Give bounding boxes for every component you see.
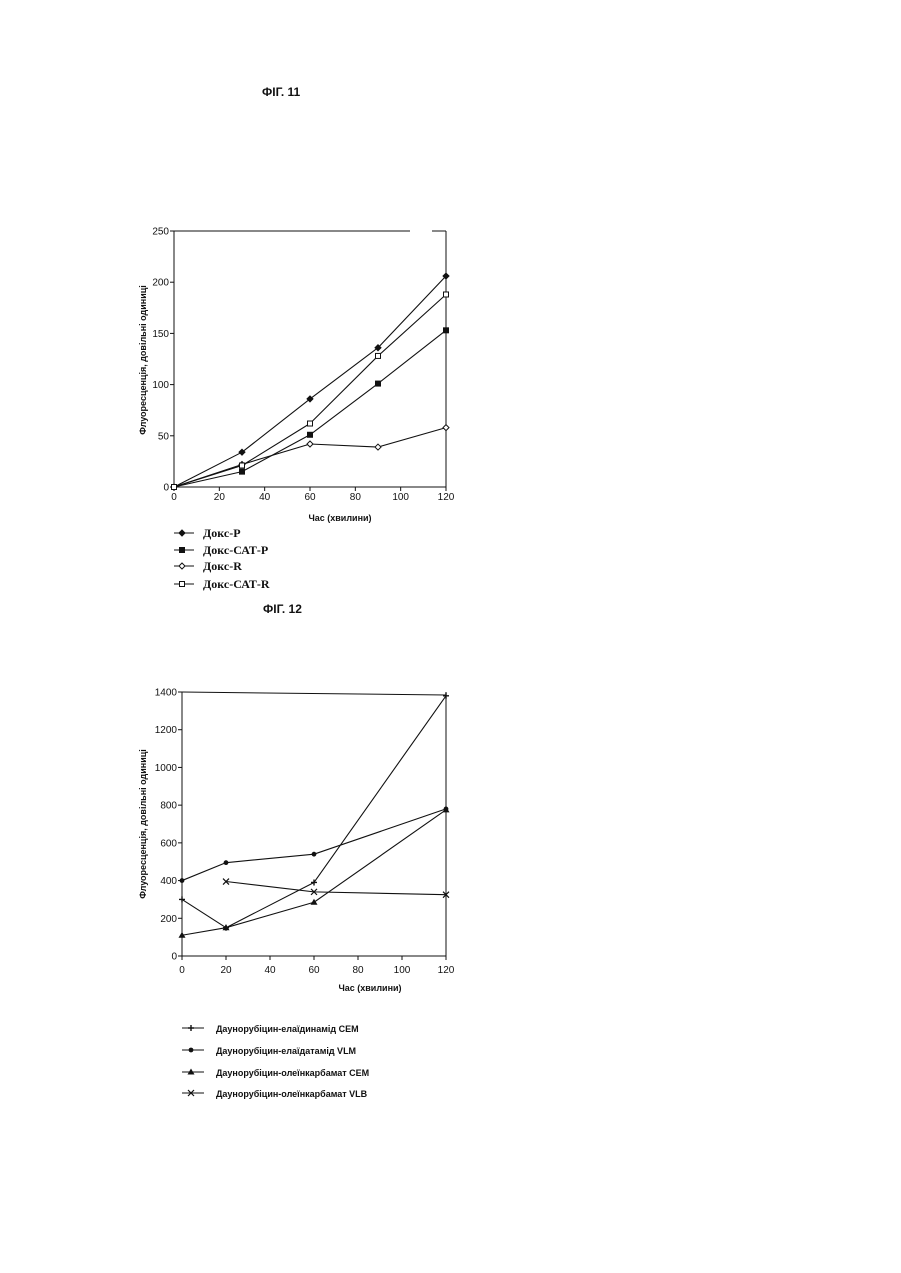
x-axis-title: Час (хвилини) (338, 983, 401, 993)
y-tick-label: 1400 (155, 688, 178, 699)
y-tick-label: 50 (158, 431, 170, 442)
legend-item: Даунорубіцин-олеїнкарбамат СЕМ (182, 1068, 369, 1078)
legend-marker (189, 1048, 194, 1053)
y-tick-label: 100 (152, 380, 169, 391)
data-point (375, 444, 381, 450)
data-point (240, 469, 245, 474)
series-line (182, 809, 446, 881)
legend-item: Докс-Р (174, 526, 241, 540)
legend-label: Докс-САТ-R (203, 577, 270, 591)
legend: Докс-Р Докс-САТ-Р Докс-R Докс-САТ-R (174, 526, 270, 591)
legend-item: Даунорубіцин-елаїдинамід СЕМ (182, 1024, 359, 1034)
x-tick-label: 120 (438, 492, 455, 503)
x-axis-title: Час (хвилини) (308, 513, 371, 523)
plot-frame-top (182, 692, 446, 695)
series-4 (172, 292, 449, 490)
data-point (307, 441, 313, 447)
legend-label: Даунорубіцин-олеїнкарбамат VLB (216, 1089, 368, 1099)
data-point (179, 896, 185, 902)
legend-item: Даунорубіцин-олеїнкарбамат VLB (182, 1089, 368, 1099)
data-point (240, 463, 245, 468)
data-point (444, 292, 449, 297)
x-tick-label: 80 (350, 492, 362, 503)
y-axis-title: Флуоресценція, довільні одиниці (138, 285, 148, 435)
legend-item: Докс-R (174, 559, 242, 573)
x-tick-label: 100 (394, 965, 411, 976)
y-tick-label: 200 (152, 278, 169, 289)
y-tick-label: 0 (171, 952, 177, 963)
x-tick-label: 80 (352, 965, 364, 976)
x-tick-label: 60 (304, 492, 316, 503)
y-tick-label: 0 (163, 483, 169, 494)
data-point (376, 353, 381, 358)
x-tick-label: 0 (171, 492, 177, 503)
legend-item: Даунорубіцин-елаїдатамід VLM (182, 1046, 356, 1056)
data-point (444, 328, 449, 333)
legend: Даунорубіцин-елаїдинамід СЕМ Даунорубіцин… (182, 1024, 369, 1099)
x-tick-label: 120 (438, 965, 455, 976)
y-tick-label: 1000 (155, 763, 178, 774)
series-1 (179, 693, 449, 931)
data-point (180, 878, 185, 883)
x-tick-label: 20 (220, 965, 232, 976)
legend-marker (180, 582, 185, 587)
x-tick-label: 60 (308, 965, 320, 976)
series-line (182, 696, 446, 928)
series-4 (223, 879, 449, 898)
x-tick-label: 40 (259, 492, 271, 503)
series-line (174, 330, 446, 487)
series-line (182, 810, 446, 935)
y-axis-title: Флуоресценція, довільні одиниці (138, 749, 148, 899)
y-tick-label: 400 (160, 876, 177, 887)
series-line (226, 882, 446, 895)
legend-marker (188, 1025, 194, 1031)
legend-label: Докс-САТ-Р (203, 543, 268, 557)
data-point (312, 852, 317, 857)
data-point (308, 432, 313, 437)
data-point (376, 381, 381, 386)
data-point (308, 421, 313, 426)
y-tick-label: 200 (160, 914, 177, 925)
y-tick-label: 600 (160, 838, 177, 849)
chart-1: 0 50 100 150 200 250 0 20 40 60 80 100 120 Флуоресцен… (138, 227, 455, 592)
series-1 (171, 273, 449, 490)
series-3 (179, 806, 450, 937)
y-tick-label: 150 (152, 329, 169, 340)
y-tick-label: 1200 (155, 725, 178, 736)
x-tick-label: 100 (392, 492, 409, 503)
data-point (443, 425, 449, 431)
chart-2: 0 200 400 600 800 1000 1200 1400 0 20 40 60 80 100 120… (138, 688, 455, 1100)
legend-marker (179, 530, 185, 536)
data-point (224, 860, 229, 865)
x-tick-label: 40 (264, 965, 276, 976)
y-tick-label: 800 (160, 801, 177, 812)
legend-item: Докс-САТ-R (174, 577, 270, 591)
data-point (172, 485, 177, 490)
legend-marker (179, 563, 185, 569)
series-line (174, 294, 446, 487)
series-line (174, 276, 446, 487)
legend-label: Даунорубіцин-олеїнкарбамат СЕМ (216, 1068, 369, 1078)
legend-item: Докс-САТ-Р (174, 543, 268, 557)
x-tick-label: 20 (214, 492, 226, 503)
legend-label: Даунорубіцин-елаїдатамід VLM (216, 1046, 356, 1056)
y-tick-label: 250 (152, 227, 169, 238)
data-point (311, 899, 318, 905)
legend-marker (180, 548, 185, 553)
legend-label: Докс-R (203, 559, 242, 573)
legend-label: Даунорубіцин-елаїдинамід СЕМ (216, 1024, 359, 1034)
x-tick-label: 0 (179, 965, 185, 976)
series-2 (180, 807, 449, 883)
series-2 (172, 328, 449, 490)
legend-label: Докс-Р (203, 526, 241, 540)
